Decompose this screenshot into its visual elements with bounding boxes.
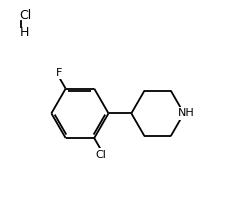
Text: F: F (56, 68, 63, 78)
Text: H: H (19, 26, 29, 39)
Text: Cl: Cl (19, 9, 32, 22)
Text: Cl: Cl (95, 150, 106, 160)
Text: NH: NH (178, 108, 195, 118)
